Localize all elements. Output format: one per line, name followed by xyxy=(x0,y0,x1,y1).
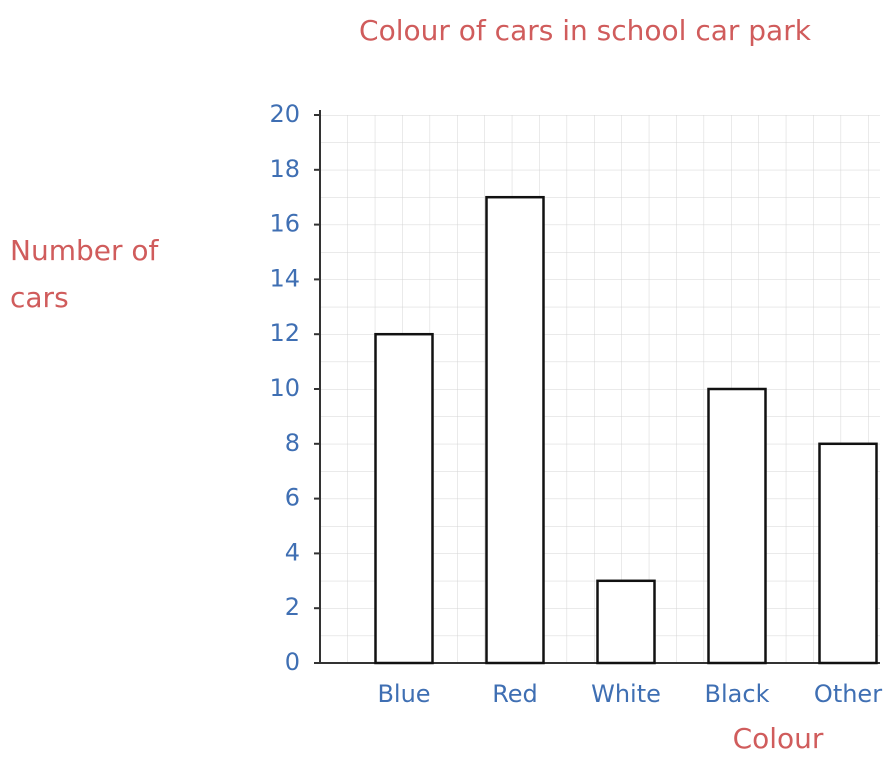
x-tick-label: White xyxy=(591,680,661,708)
x-axis-label: Colour xyxy=(733,722,824,755)
y-tick-label: 10 xyxy=(269,374,300,402)
y-tick-label: 18 xyxy=(269,155,300,183)
bar xyxy=(818,442,878,665)
y-tick-label: 4 xyxy=(285,538,300,566)
y-axis-label: cars xyxy=(10,281,69,314)
bar xyxy=(596,579,656,665)
y-tick-label: 8 xyxy=(285,429,300,457)
y-axis-label: Number of xyxy=(10,234,160,267)
x-tick-label: Black xyxy=(705,680,770,708)
bar xyxy=(707,387,767,665)
chart-title: Colour of cars in school car park xyxy=(359,14,812,47)
y-tick-label: 2 xyxy=(285,593,300,621)
x-tick-label: Blue xyxy=(377,680,430,708)
y-tick-label: 12 xyxy=(269,319,300,347)
bar xyxy=(485,195,545,665)
x-tick-label: Red xyxy=(492,680,538,708)
y-tick-label: 6 xyxy=(285,484,300,512)
y-tick-label: 0 xyxy=(285,648,300,676)
x-tick-label: Other xyxy=(814,680,882,708)
y-tick-label: 14 xyxy=(269,264,300,292)
y-tick-label: 20 xyxy=(269,100,300,128)
y-tick-label: 16 xyxy=(269,210,300,238)
bar xyxy=(374,332,434,665)
